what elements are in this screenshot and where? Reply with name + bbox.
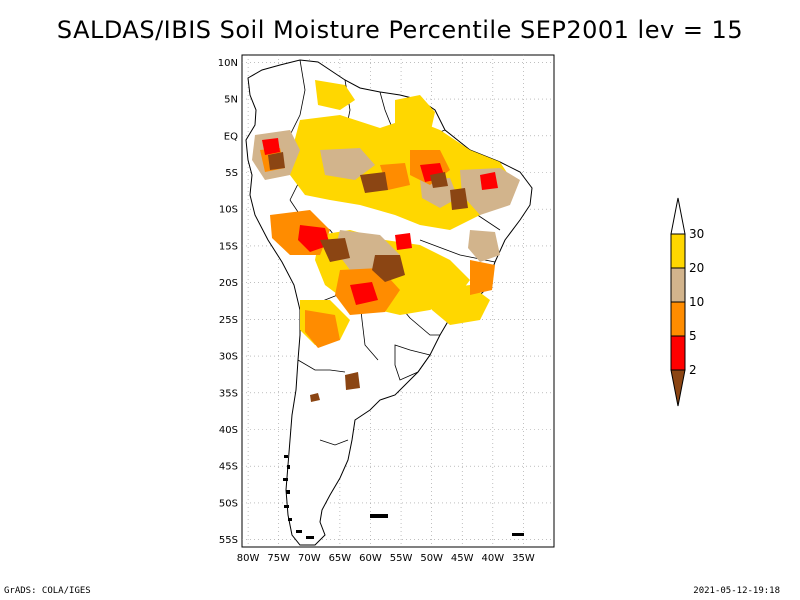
footer-timestamp: 2021-05-12-19:18 — [693, 586, 780, 596]
lat-tick-label: 30S — [219, 352, 238, 363]
legend-swatch — [670, 267, 686, 303]
legend-swatch-lowest — [670, 369, 686, 407]
lon-tick-label: 80W — [237, 553, 260, 564]
lat-tick-label: 55S — [219, 535, 238, 546]
legend-swatch — [670, 301, 686, 337]
legend-swatch-highest — [670, 197, 686, 235]
legend-tick-label: 2 — [689, 363, 697, 377]
fjord-coastline — [283, 455, 524, 539]
legend-tick-label: 5 — [689, 329, 697, 343]
footer-credit: GrADS: COLA/IGES — [4, 586, 91, 596]
lat-tick-label: 45S — [219, 462, 238, 473]
legend-tick-label: 10 — [689, 295, 704, 309]
lon-tick-label: 40W — [482, 553, 505, 564]
latitude-axis: 10N 5N EQ 5S 10S 15S 20S 25S 30S 35S 40S 45S 50S 55S — [218, 58, 238, 546]
lon-tick-label: 45W — [451, 553, 474, 564]
lon-tick-label: 60W — [359, 553, 382, 564]
lat-tick-label: 10S — [219, 205, 238, 216]
lat-tick-label: 35S — [219, 388, 238, 399]
percentile-shading — [252, 80, 520, 402]
legend-tick-label: 30 — [689, 227, 704, 241]
lat-tick-label: 5S — [225, 168, 238, 179]
percentile-legend: 2 5 10 20 30 — [670, 197, 704, 407]
legend-swatch — [670, 233, 686, 269]
lat-tick-label: 40S — [219, 425, 238, 436]
lon-tick-label: 65W — [329, 553, 352, 564]
lon-tick-label: 75W — [267, 553, 290, 564]
legend-swatch — [670, 335, 686, 371]
lon-tick-label: 35W — [512, 553, 535, 564]
lon-tick-label: 55W — [390, 553, 413, 564]
lat-tick-label: 50S — [219, 498, 238, 509]
lat-tick-label: 25S — [219, 315, 238, 326]
lat-tick-label: 20S — [219, 278, 238, 289]
lat-tick-label: EQ — [224, 131, 238, 142]
map-title: SALDAS/IBIS Soil Moisture Percentile SEP… — [56, 16, 744, 44]
lon-tick-label: 50W — [420, 553, 443, 564]
lat-tick-label: 10N — [218, 58, 238, 69]
legend-tick-label: 20 — [689, 261, 704, 275]
lat-tick-label: 5N — [224, 95, 238, 106]
longitude-axis: 80W 75W 70W 65W 60W 55W 50W 45W 40W 35W — [237, 553, 535, 564]
lon-tick-label: 70W — [298, 553, 321, 564]
lat-tick-label: 15S — [219, 241, 238, 252]
